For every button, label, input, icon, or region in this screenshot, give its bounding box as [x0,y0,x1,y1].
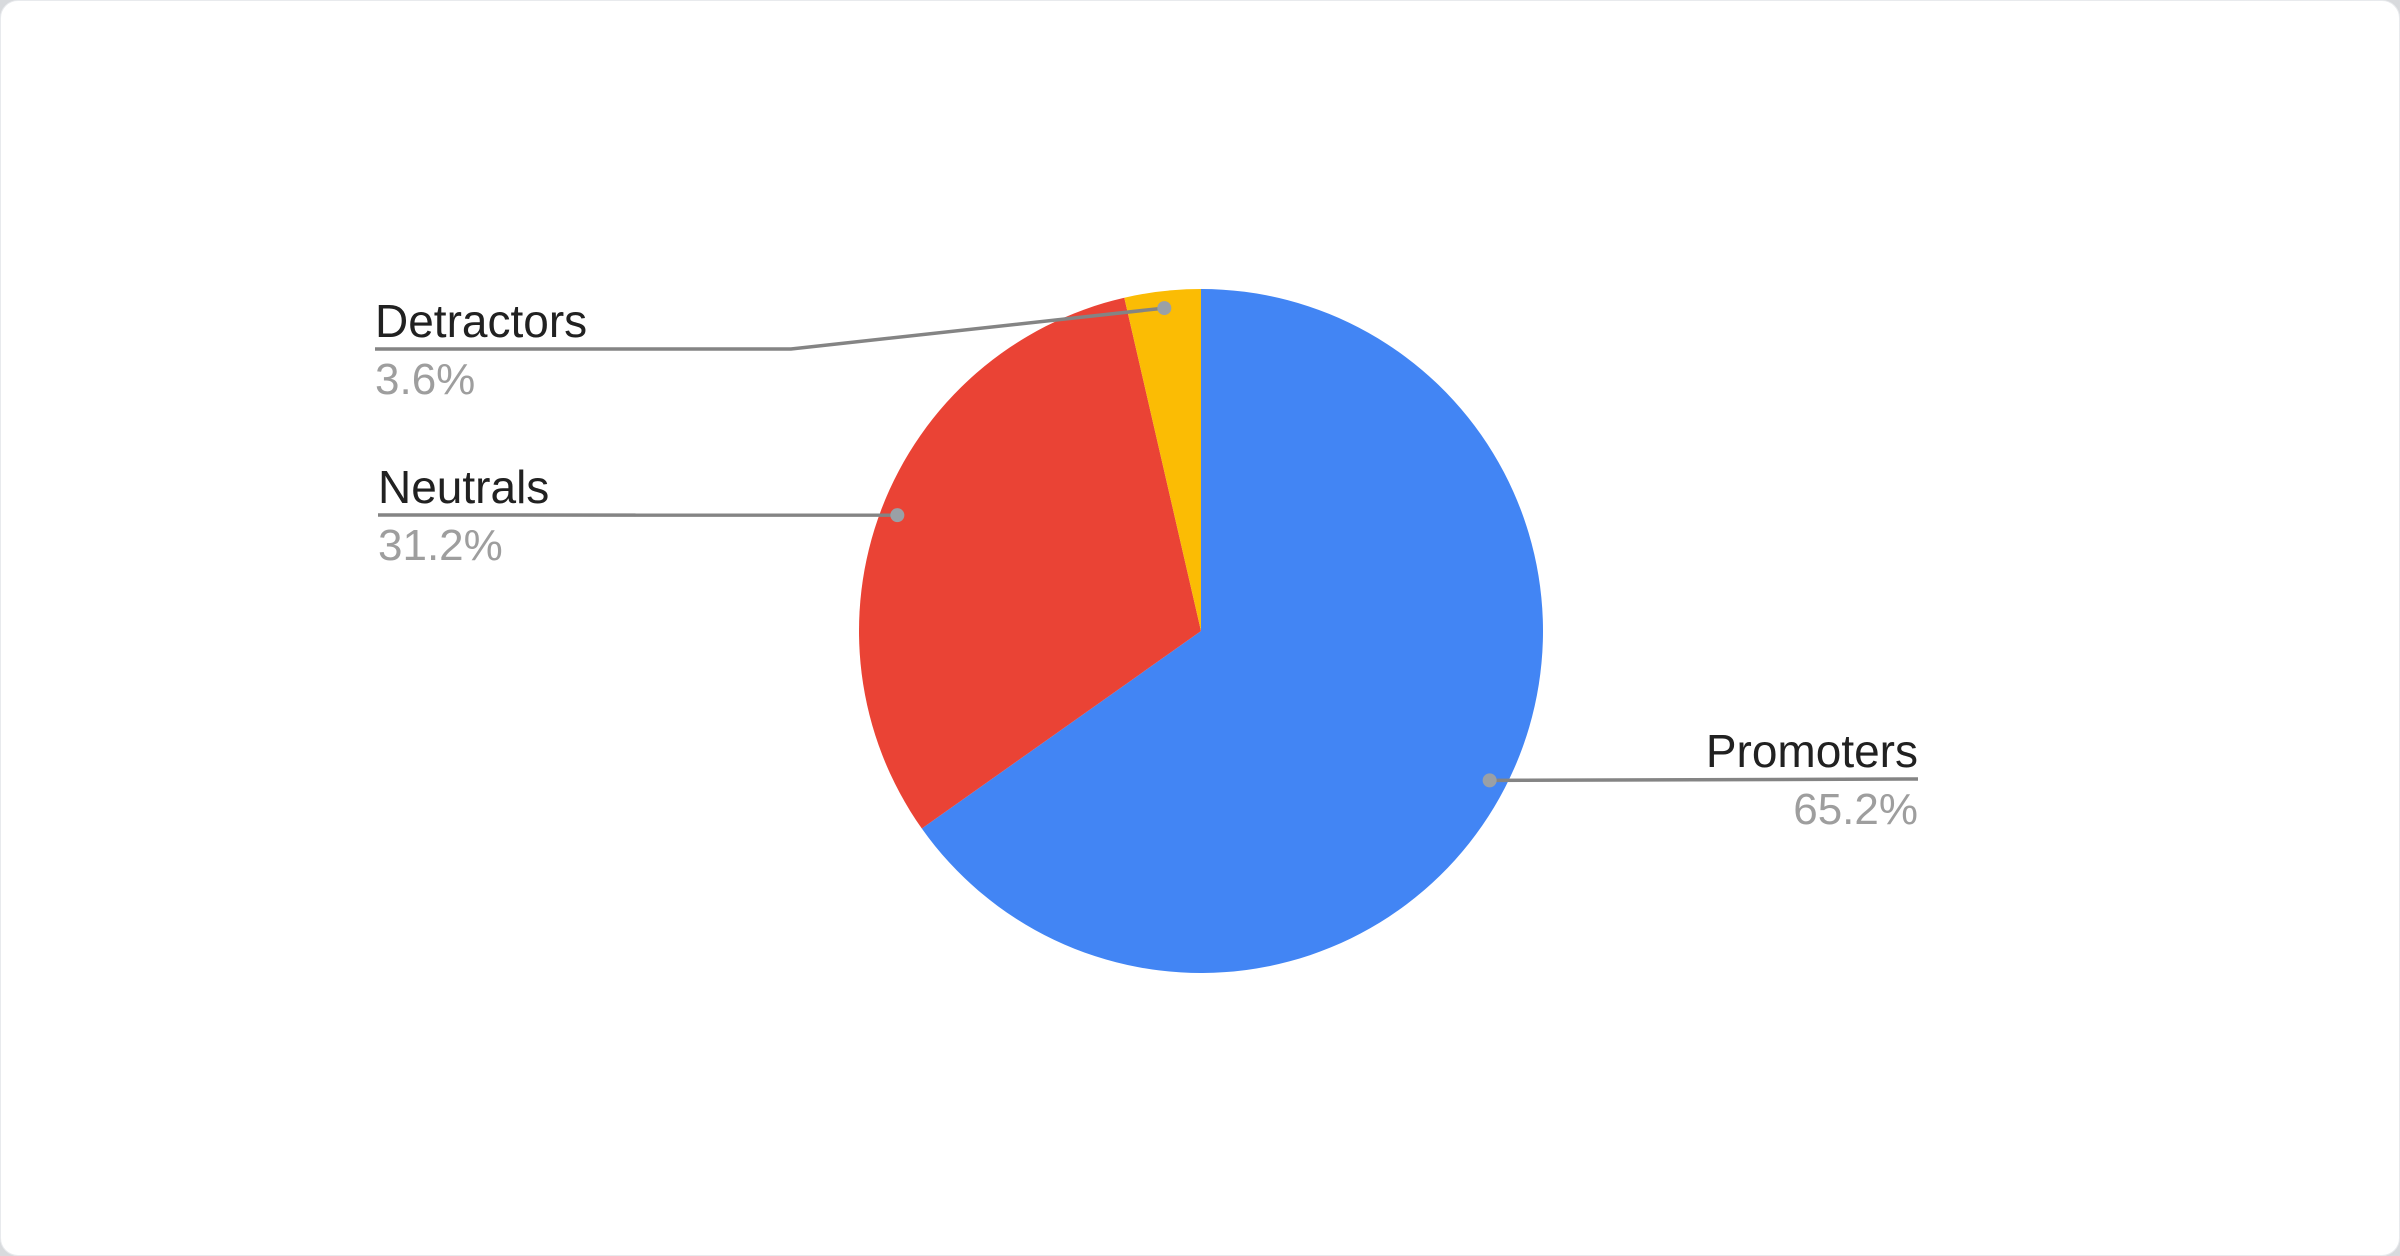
leader-line-promoters [1489,777,1919,783]
pie-slice-promoters[interactable] [921,289,1543,973]
slice-percent-neutrals: 31.2% [378,521,503,570]
pie-slice-neutrals[interactable] [859,297,1201,829]
leader-dot-neutrals [890,508,905,523]
leader-line-detractors [375,306,1165,351]
slice-label-neutrals: Neutrals [378,461,549,513]
leader-dot-detractors [1157,301,1172,316]
slice-label-promoters: Promoters [1706,725,1918,777]
slice-percent-promoters: 65.2% [1793,785,1918,834]
leader-dot-promoters [1482,773,1497,788]
leader-lines [375,301,1919,788]
pie-slice-detractors[interactable] [1124,289,1201,631]
slice-percent-detractors: 3.6% [375,355,475,404]
pie-slices [859,289,1543,973]
slice-label-detractors: Detractors [375,295,587,347]
